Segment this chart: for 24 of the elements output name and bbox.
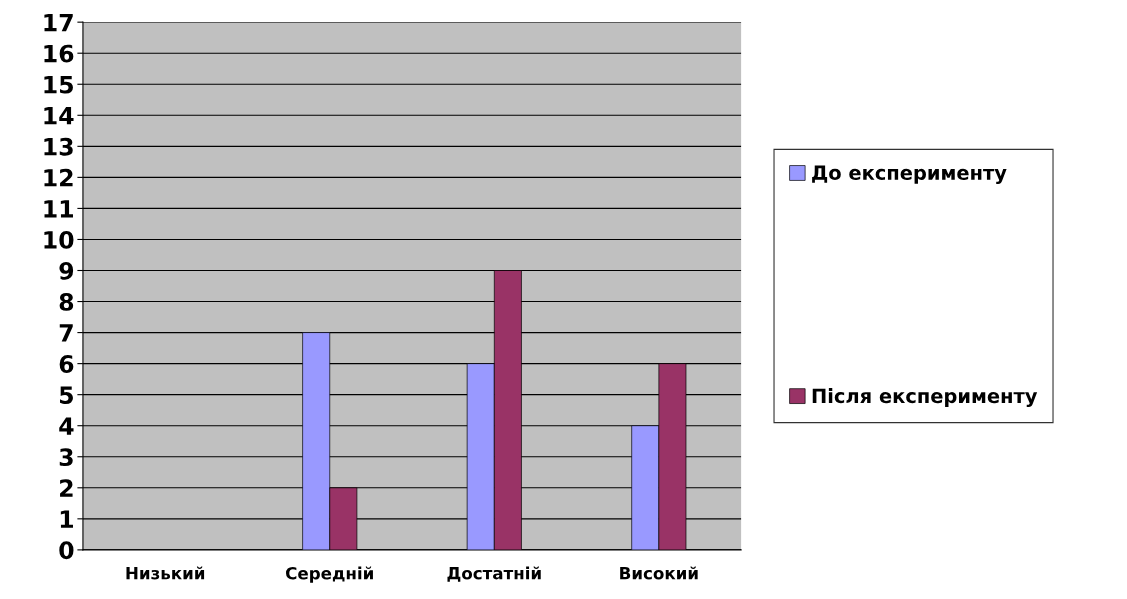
y-tick-label: 7 xyxy=(59,324,73,342)
y-tick-label: 8 xyxy=(59,292,74,311)
y-tick-label: 4 xyxy=(59,417,74,435)
y-tick-label: 1 xyxy=(60,510,73,528)
legend-label: Після експерименту xyxy=(812,388,1038,408)
y-tick-label: 16 xyxy=(44,44,74,63)
y-tick-label: 11 xyxy=(44,200,73,218)
x-tick-label: Низький xyxy=(126,566,205,580)
x-tick-label: Високий xyxy=(620,566,698,580)
y-tick-label: 10 xyxy=(44,230,74,249)
y-tick-label: 0 xyxy=(59,541,74,560)
y-tick-label: 5 xyxy=(60,386,73,404)
y-tick-label: 6 xyxy=(59,355,74,373)
y-tick-label: 17 xyxy=(44,13,73,32)
y-tick-label: 12 xyxy=(44,168,73,187)
legend-label: До експерименту xyxy=(812,165,1007,184)
y-tick-label: 14 xyxy=(44,107,74,125)
y-tick-label: 13 xyxy=(44,137,73,156)
x-tick-label: Достатній xyxy=(447,566,541,582)
x-tick-label: Середній xyxy=(286,566,373,583)
y-tick-label: 3 xyxy=(59,448,73,467)
y-tick-label: 2 xyxy=(60,479,73,497)
y-tick-label: 15 xyxy=(44,76,73,94)
y-tick-label: 9 xyxy=(59,261,74,280)
